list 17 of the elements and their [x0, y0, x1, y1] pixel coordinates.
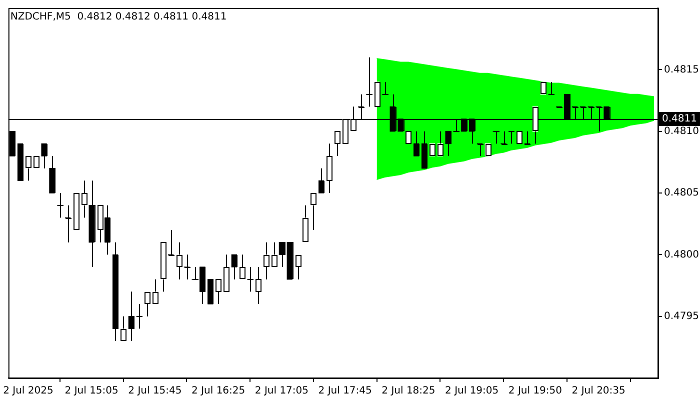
y-tick-label: 0.4795 — [664, 310, 699, 322]
x-tick-label: 2 Jul 18:25 — [382, 386, 436, 397]
x-tick-label: 2 Jul 17:05 — [254, 386, 309, 397]
y-tick-label: 0.4810 — [664, 126, 699, 137]
y-tick-label: 0.4815 — [664, 64, 699, 76]
x-tick-label: 2 Jul 15:45 — [128, 386, 182, 397]
x-tick-label: 2 Jul 19:50 — [508, 386, 562, 397]
x-tick-label: 2 Jul 19:05 — [445, 386, 499, 397]
x-tick-label: 2 Jul 17:45 — [318, 386, 372, 397]
x-tick-label: 2 Jul 15:05 — [64, 386, 118, 397]
ref-line-label: 0.4811 — [662, 114, 697, 125]
x-tick-label: 2 Jul 16:25 — [192, 386, 246, 397]
chart-title: NZDCHF,M5 0.4812 0.4812 0.4811 0.4811 — [10, 12, 227, 23]
x-tick-label: 2 Jul 2025 — [3, 386, 54, 397]
y-tick-label: 0.4805 — [664, 188, 699, 199]
x-tick-label: 2 Jul 20:35 — [572, 386, 626, 397]
y-tick-label: 0.4800 — [664, 249, 699, 260]
